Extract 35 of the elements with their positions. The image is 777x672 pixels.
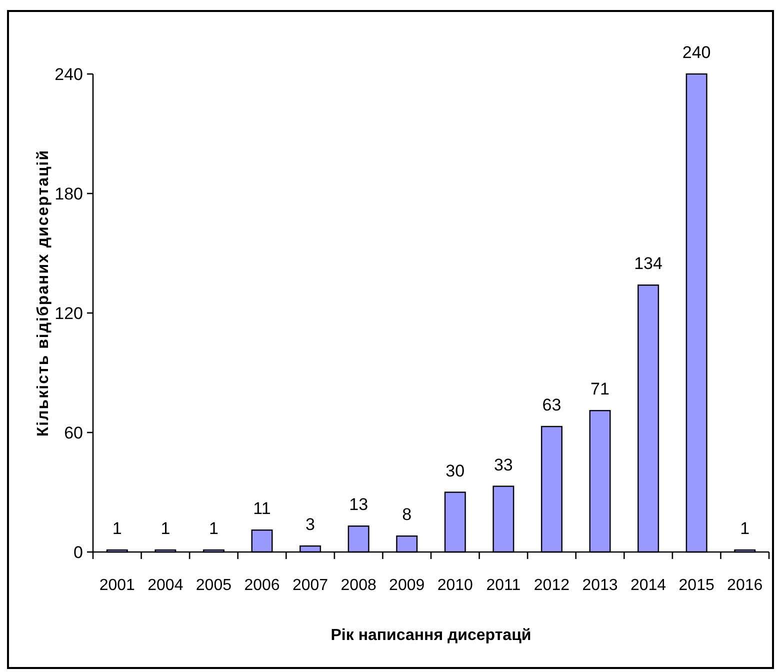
x-tick-label: 2012 <box>534 577 570 594</box>
x-tick-label: 2009 <box>389 577 425 594</box>
x-tick-label: 2014 <box>630 577 666 594</box>
data-label: 1 <box>112 519 122 538</box>
data-label: 11 <box>253 499 271 518</box>
x-tick-label: 2016 <box>727 577 763 594</box>
x-tick-label: 2008 <box>340 577 376 594</box>
x-tick-label: 2013 <box>582 577 618 594</box>
data-label: 240 <box>682 43 711 62</box>
data-label: 1 <box>740 519 750 538</box>
data-label: 63 <box>542 396 562 415</box>
x-axis-title: Рік написання дисертацй <box>330 627 532 644</box>
data-label: 3 <box>306 515 316 534</box>
data-label: 13 <box>349 495 368 514</box>
y-tick-label: 0 <box>74 542 83 562</box>
data-label: 71 <box>590 380 610 399</box>
y-tick-label: 180 <box>54 184 83 204</box>
data-label: 1 <box>208 519 218 538</box>
y-tick-label: 60 <box>64 423 83 442</box>
data-label: 30 <box>446 461 465 480</box>
x-tick-label: 2010 <box>437 577 474 594</box>
x-tick-label: 2001 <box>99 577 136 594</box>
y-tick-label: 240 <box>54 64 83 84</box>
y-tick-label: 120 <box>54 304 83 323</box>
x-tick-label: 2004 <box>148 577 184 594</box>
x-tick-label: 2011 <box>486 577 521 594</box>
x-tick-label: 2007 <box>292 577 328 594</box>
x-tick-label: 2005 <box>196 577 232 594</box>
y-axis-title: Кількість відібраних дисертацій <box>35 149 52 437</box>
data-label: 134 <box>634 254 662 274</box>
data-label: 33 <box>494 455 513 474</box>
x-tick-label: 2015 <box>678 577 714 594</box>
x-tick-label: 2006 <box>244 577 280 594</box>
data-label: 8 <box>402 505 412 524</box>
data-label: 1 <box>160 519 170 538</box>
